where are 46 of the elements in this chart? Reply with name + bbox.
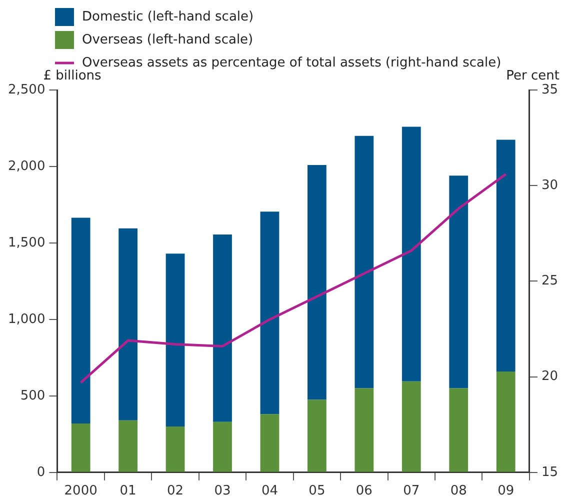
x-tick-label: 06: [356, 484, 372, 499]
y2-axis-title: Per cent: [506, 68, 560, 84]
bar: [354, 388, 374, 472]
x-tick-label: 04: [261, 484, 278, 499]
legend-label: Overseas assets as percentage of total assets (right-hand scale): [82, 55, 502, 70]
y-tick-label: 2,500: [8, 82, 46, 98]
legend-label: Domestic (left-hand scale): [82, 9, 254, 24]
bar: [71, 218, 90, 424]
bar: [354, 136, 374, 388]
bar: [166, 254, 185, 427]
y2-tick-label: 20: [541, 369, 558, 384]
bar: [496, 140, 516, 372]
bar: [213, 422, 232, 472]
bar: [496, 371, 516, 472]
bar: [308, 164, 326, 400]
legend-label: Overseas (left-hand scale): [82, 32, 254, 48]
bar: [449, 176, 468, 388]
y2-tick-label: 30: [541, 178, 558, 193]
x-tick-label: 03: [214, 484, 231, 499]
y2-tick-label: 35: [541, 82, 558, 98]
x-tick-label: 01: [120, 484, 136, 499]
y-tick-label: 2,000: [8, 158, 46, 174]
y2-tick-label: 25: [541, 274, 558, 289]
bar: [166, 426, 185, 472]
bar: [308, 400, 326, 472]
bar: [118, 420, 138, 472]
y2-tick-label: 15: [541, 464, 558, 480]
bar: [449, 388, 468, 472]
x-tick-label: 08: [450, 484, 467, 499]
bar: [118, 228, 138, 420]
bar: [402, 381, 421, 472]
y-axis-title: £ billions: [43, 68, 102, 84]
bar: [213, 234, 232, 422]
x-tick-label: 07: [403, 484, 420, 499]
x-tick-label: 05: [308, 484, 326, 499]
y-tick-label: 1,000: [8, 312, 46, 327]
x-tick-label: 2000: [64, 484, 98, 499]
x-tick-label: 02: [167, 484, 184, 499]
bar: [260, 414, 280, 472]
x-tick-label: 09: [498, 484, 514, 499]
bar: [260, 212, 280, 414]
bar: [71, 423, 90, 472]
y-tick-label: 500: [20, 388, 46, 404]
y-tick-label: 1,500: [8, 235, 46, 250]
y-tick-label: 0: [36, 464, 46, 480]
bar: [402, 126, 421, 382]
